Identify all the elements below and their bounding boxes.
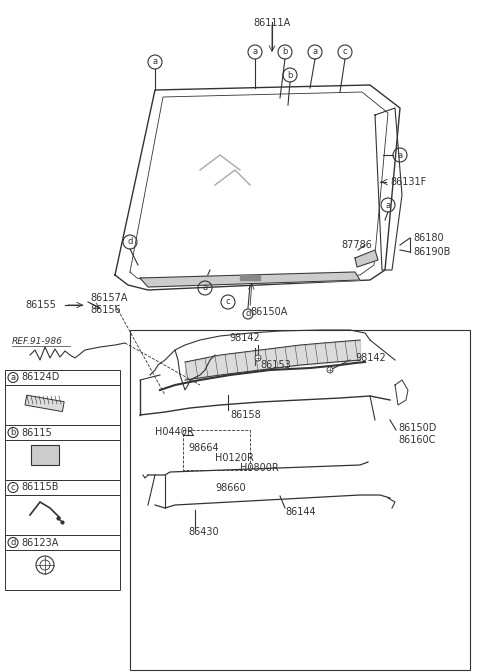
- Circle shape: [327, 367, 333, 373]
- Text: 86124D: 86124D: [21, 372, 60, 382]
- Bar: [5, 480, 120, 495]
- Text: 98660: 98660: [215, 483, 246, 493]
- Text: a: a: [312, 48, 318, 56]
- Text: d: d: [245, 310, 251, 319]
- Text: 86150D: 86150D: [398, 423, 436, 433]
- Text: a: a: [385, 200, 391, 210]
- Text: d: d: [127, 237, 132, 247]
- Text: a: a: [203, 284, 207, 292]
- Bar: [5, 440, 120, 480]
- Text: 86190B: 86190B: [413, 247, 450, 257]
- Text: 86144: 86144: [285, 507, 316, 517]
- Text: 86156: 86156: [90, 305, 121, 315]
- Text: 86115B: 86115B: [21, 482, 59, 493]
- Text: a: a: [153, 58, 157, 67]
- Text: c: c: [226, 298, 230, 306]
- FancyBboxPatch shape: [130, 330, 470, 670]
- Bar: [5, 535, 120, 550]
- Text: b: b: [10, 428, 16, 437]
- Text: 87786: 87786: [341, 240, 372, 250]
- Text: 86111A: 86111A: [253, 18, 290, 28]
- Text: a: a: [252, 48, 258, 56]
- Text: b: b: [282, 48, 288, 56]
- Bar: [5, 550, 120, 590]
- Text: H0120R: H0120R: [215, 453, 254, 463]
- Polygon shape: [240, 275, 260, 280]
- Polygon shape: [140, 272, 360, 287]
- Text: 86160C: 86160C: [398, 435, 435, 445]
- Text: 86155: 86155: [25, 300, 56, 310]
- Text: 98142: 98142: [229, 333, 260, 343]
- Text: 86115: 86115: [21, 427, 52, 437]
- Text: 86158: 86158: [230, 410, 261, 420]
- Bar: [31, 445, 59, 465]
- Bar: [5, 370, 120, 385]
- Circle shape: [255, 355, 261, 361]
- Text: H0440R: H0440R: [155, 427, 194, 437]
- Bar: [5, 425, 120, 440]
- Text: REF.91-986: REF.91-986: [12, 337, 63, 347]
- Text: 86180: 86180: [413, 233, 444, 243]
- Text: H0800R: H0800R: [240, 463, 279, 473]
- Text: 86123A: 86123A: [21, 538, 59, 548]
- Bar: [5, 385, 120, 425]
- Text: c: c: [343, 48, 348, 56]
- Text: 86157A: 86157A: [90, 293, 128, 303]
- Text: 98664: 98664: [188, 443, 218, 453]
- Text: b: b: [288, 71, 293, 79]
- Bar: [25, 395, 64, 411]
- Polygon shape: [355, 250, 378, 267]
- Text: 86430: 86430: [188, 527, 218, 537]
- Text: d: d: [10, 538, 16, 547]
- Text: 86131F: 86131F: [390, 177, 426, 187]
- Text: a: a: [397, 151, 403, 159]
- Bar: [5, 495, 120, 535]
- Text: 86153: 86153: [260, 360, 291, 370]
- Text: a: a: [11, 373, 15, 382]
- Text: 86150A: 86150A: [250, 307, 288, 317]
- Text: c: c: [11, 483, 15, 492]
- Text: 98142: 98142: [355, 353, 386, 363]
